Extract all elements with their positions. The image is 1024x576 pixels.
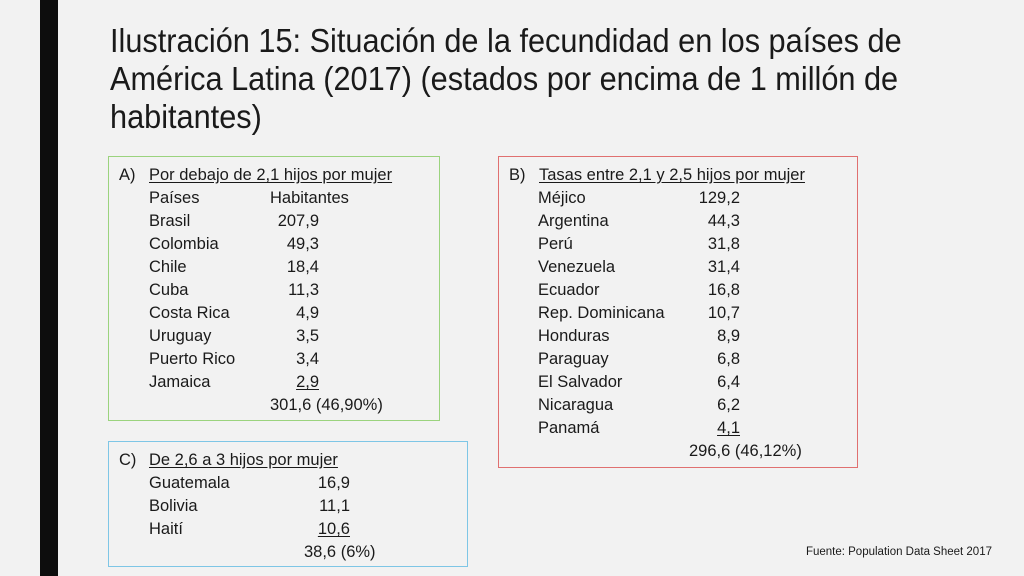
country-name: Nicaragua xyxy=(538,396,614,414)
column-header-countries: Países xyxy=(149,189,200,207)
population-value: 10,6 xyxy=(317,520,350,538)
country-name: Méjico xyxy=(538,189,586,207)
population-value: 18,4 xyxy=(286,258,319,276)
table-row: Cuba 11,3 xyxy=(149,279,319,302)
population-value: 10,7 xyxy=(707,304,740,322)
box-b-total: 296,6 (46,12%) xyxy=(689,442,802,460)
country-name: Colombia xyxy=(149,235,219,253)
population-value: 31,8 xyxy=(707,235,740,253)
table-row: Chile 18,4 xyxy=(149,256,319,279)
table-row: Perú 31,8 xyxy=(538,233,740,256)
table-row: Costa Rica 4,9 xyxy=(149,302,319,325)
table-row: Bolivia 11,1 xyxy=(149,495,350,518)
box-a-total: 301,6 (46,90%) xyxy=(270,396,383,414)
box-b-heading-text: Tasas entre 2,1 y 2,5 hijos por mujer xyxy=(539,166,805,184)
table-row: Jamaica 2,9 xyxy=(149,371,319,394)
country-name: Jamaica xyxy=(149,373,211,391)
table-row: Panamá 4,1 xyxy=(538,417,740,440)
country-name: Costa Rica xyxy=(149,304,230,322)
country-name: El Salvador xyxy=(538,373,623,391)
population-value: 4,1 xyxy=(717,419,740,437)
population-value: 16,8 xyxy=(707,281,740,299)
country-name: Paraguay xyxy=(538,350,609,368)
table-row: Uruguay 3,5 xyxy=(149,325,319,348)
box-b-marker: B) xyxy=(509,166,526,184)
population-value: 6,4 xyxy=(717,373,740,391)
box-c-2-6-to-3: C) De 2,6 a 3 hijos por mujer Guatemala 16… xyxy=(108,441,468,567)
population-value: 31,4 xyxy=(707,258,740,276)
table-row: Haití 10,6 xyxy=(149,518,350,541)
table-row: Puerto Rico 3,4 xyxy=(149,348,319,371)
population-value: 2,9 xyxy=(296,373,319,391)
table-row: Brasil 207,9 xyxy=(149,210,319,233)
left-accent-bar xyxy=(40,0,58,576)
population-value: 49,3 xyxy=(286,235,319,253)
box-a-below-2-1: A) Por debajo de 2,1 hijos por mujer País… xyxy=(108,156,440,421)
population-value: 3,4 xyxy=(296,350,319,368)
box-b-heading: B) Tasas entre 2,1 y 2,5 hijos por mujer xyxy=(509,164,805,187)
table-row: Rep. Dominicana 10,7 xyxy=(538,302,740,325)
population-value: 3,5 xyxy=(296,327,319,345)
country-name: Bolivia xyxy=(149,497,198,515)
population-value: 6,2 xyxy=(717,396,740,414)
column-header-population: Habitantes xyxy=(270,189,349,207)
slide-title: Ilustración 15: Situación de la fecundid… xyxy=(110,22,902,135)
source-note: Fuente: Population Data Sheet 2017 xyxy=(805,546,992,558)
box-b-2-1-to-2-5: B) Tasas entre 2,1 y 2,5 hijos por mujer … xyxy=(498,156,858,468)
country-name: Rep. Dominicana xyxy=(538,304,665,322)
box-c-total: 38,6 (6%) xyxy=(304,543,376,561)
country-name: Panamá xyxy=(538,419,600,437)
table-row: Guatemala 16,9 xyxy=(149,472,350,495)
country-name: Cuba xyxy=(149,281,189,299)
population-value: 4,9 xyxy=(296,304,319,322)
population-value: 11,3 xyxy=(288,281,319,299)
country-name: Puerto Rico xyxy=(149,350,236,368)
population-value: 8,9 xyxy=(717,327,740,345)
country-name: Brasil xyxy=(149,212,191,230)
population-value: 129,2 xyxy=(698,189,740,207)
table-row: Venezuela 31,4 xyxy=(538,256,740,279)
population-value: 6,8 xyxy=(717,350,740,368)
table-row: Nicaragua 6,2 xyxy=(538,394,740,417)
box-a-heading: A) Por debajo de 2,1 hijos por mujer xyxy=(119,164,392,187)
country-name: Argentina xyxy=(538,212,609,230)
country-name: Uruguay xyxy=(149,327,212,345)
table-row: Honduras 8,9 xyxy=(538,325,740,348)
box-c-marker: C) xyxy=(119,451,137,469)
country-name: Guatemala xyxy=(149,474,230,492)
country-name: Haití xyxy=(149,520,183,538)
box-a-marker: A) xyxy=(119,166,136,184)
country-name: Perú xyxy=(538,235,573,253)
table-row: Colombia 49,3 xyxy=(149,233,319,256)
table-row: El Salvador 6,4 xyxy=(538,371,740,394)
table-row: Argentina 44,3 xyxy=(538,210,740,233)
box-c-heading: C) De 2,6 a 3 hijos por mujer xyxy=(119,449,338,472)
country-name: Venezuela xyxy=(538,258,616,276)
table-row: Méjico 129,2 xyxy=(538,187,740,210)
country-name: Chile xyxy=(149,258,187,276)
population-value: 11,1 xyxy=(319,497,350,515)
country-name: Ecuador xyxy=(538,281,600,299)
population-value: 16,9 xyxy=(317,474,350,492)
table-row: Paraguay 6,8 xyxy=(538,348,740,371)
population-value: 207,9 xyxy=(277,212,319,230)
box-a-heading-text: Por debajo de 2,1 hijos por mujer xyxy=(149,166,393,184)
country-name: Honduras xyxy=(538,327,610,345)
box-c-heading-text: De 2,6 a 3 hijos por mujer xyxy=(149,451,338,469)
table-row: Ecuador 16,8 xyxy=(538,279,740,302)
population-value: 44,3 xyxy=(707,212,740,230)
